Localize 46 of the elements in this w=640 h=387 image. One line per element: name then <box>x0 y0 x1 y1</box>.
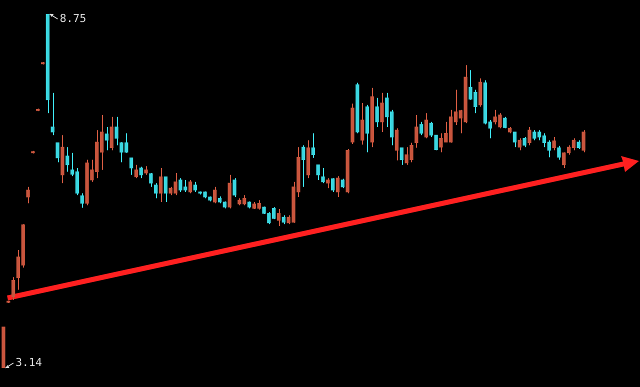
candlestick <box>419 121 424 136</box>
candlestick <box>26 186 30 204</box>
candlestick <box>326 178 330 189</box>
candlestick <box>360 102 364 146</box>
candlestick <box>518 138 522 151</box>
candlestick <box>80 192 84 208</box>
candlestick <box>164 176 168 203</box>
candlestick <box>336 176 340 198</box>
candlestick <box>110 116 114 151</box>
candlestick <box>188 179 192 194</box>
candlestick <box>193 181 198 192</box>
candlestick <box>424 112 428 139</box>
candlestick <box>321 167 325 184</box>
candlestick <box>11 276 16 300</box>
candlestick <box>478 78 482 108</box>
candlestick <box>154 182 158 199</box>
candlestick <box>331 178 335 192</box>
candlestick <box>316 164 320 180</box>
candlestick <box>394 128 399 161</box>
candlestick <box>375 97 379 128</box>
candlestick <box>380 92 384 132</box>
candlestick <box>129 157 134 176</box>
candlestick <box>522 136 526 148</box>
candlestick <box>213 186 217 204</box>
candlestick <box>552 136 556 151</box>
candlestick <box>56 142 60 163</box>
annotation: 3.14 <box>15 356 42 369</box>
candlestick <box>149 172 153 188</box>
candlestick <box>134 164 138 179</box>
candlestick <box>232 178 236 198</box>
candlestick <box>311 132 315 158</box>
candlestick <box>104 126 109 151</box>
candlestick <box>66 146 70 172</box>
candlestick <box>512 132 517 148</box>
candlestick <box>139 166 143 179</box>
candlestick <box>340 178 344 189</box>
candlestick <box>302 144 306 188</box>
candlestick <box>400 147 404 166</box>
candlestick <box>158 167 163 203</box>
annotation: 8.75 <box>60 12 86 25</box>
candlestick <box>414 114 418 148</box>
candlestick <box>528 126 532 146</box>
candlestick <box>557 145 561 160</box>
candlestick <box>582 130 586 153</box>
candlestick <box>276 208 281 227</box>
candlestick <box>50 92 54 136</box>
